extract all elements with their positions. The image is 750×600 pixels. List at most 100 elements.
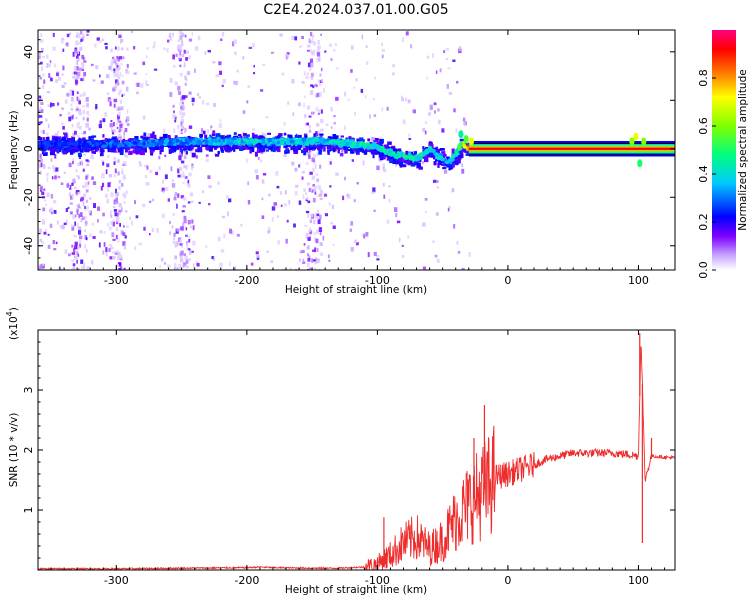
noise-speckle (184, 95, 188, 98)
noise-speckle (47, 166, 51, 170)
noise-speckle (104, 42, 108, 45)
noise-speckle (174, 119, 177, 123)
noise-speckle (116, 192, 120, 196)
noise-speckle (314, 190, 317, 195)
noise-speckle (207, 50, 211, 53)
noise-speckle (401, 97, 404, 102)
noise-speckle (316, 248, 319, 252)
ridge-halo-cell (91, 135, 97, 138)
noise-speckle (102, 118, 106, 123)
noise-speckle (79, 235, 83, 240)
noise-speckle (74, 47, 78, 52)
noise-speckle (124, 153, 127, 157)
ridge-halo-cell (211, 133, 216, 137)
noise-speckle (188, 172, 192, 177)
noise-speckle (120, 266, 123, 270)
noise-speckle (204, 51, 207, 55)
noise-speckle (310, 84, 313, 87)
ridge-halo-cell (88, 136, 92, 141)
ridge-halo-cell (432, 147, 437, 152)
noise-speckle (328, 202, 331, 206)
noise-speckle (184, 253, 186, 257)
noise-speckle (330, 126, 333, 129)
noise-speckle (192, 240, 196, 246)
noise-speckle (233, 266, 236, 270)
noise-speckle (395, 212, 398, 217)
noise-speckle (121, 168, 124, 172)
noise-speckle (176, 46, 180, 51)
noise-speckle (43, 231, 47, 235)
noise-speckle (435, 255, 438, 258)
noise-speckle (118, 202, 122, 208)
noise-speckle (110, 214, 113, 218)
noise-speckle (187, 248, 191, 251)
noise-speckle (83, 60, 87, 63)
noise-speckle (287, 101, 290, 105)
noise-speckle (436, 258, 440, 263)
noise-speckle (200, 128, 203, 133)
noise-speckle (316, 178, 320, 182)
noise-speckle (113, 156, 117, 161)
noise-speckle (112, 206, 116, 208)
noise-speckle (424, 121, 428, 125)
noise-speckle (408, 133, 410, 137)
ridge-halo-cell (255, 142, 258, 148)
noise-speckle (225, 195, 229, 199)
ridge-core-cell (298, 140, 304, 145)
noise-speckle (435, 180, 439, 183)
noise-speckle (50, 102, 52, 108)
noise-speckle (149, 169, 153, 173)
x-tick-label: -200 (234, 574, 259, 587)
ridge-core-cell (341, 142, 344, 146)
ridge-halo-cell (437, 163, 440, 168)
ridge-core-cell (443, 158, 448, 162)
noise-speckle (115, 188, 117, 194)
ridge-halo-cell (46, 136, 50, 142)
noise-speckle (179, 35, 183, 40)
ridge-halo-cell (102, 134, 105, 138)
noise-speckle (68, 162, 72, 168)
noise-speckle (76, 96, 79, 101)
noise-speckle (176, 229, 180, 232)
noise-speckle (436, 186, 439, 189)
noise-speckle (179, 72, 183, 75)
ridge-halo-cell (242, 146, 245, 150)
noise-speckle (191, 103, 194, 106)
noise-speckle (159, 265, 161, 269)
noise-speckle (112, 71, 115, 75)
ridge-core-cell (38, 141, 41, 146)
noise-speckle (66, 92, 70, 97)
noise-speckle (174, 255, 177, 260)
colorbar-gradient (712, 30, 736, 270)
ridge-halo-cell (158, 146, 163, 150)
noise-speckle (373, 98, 375, 101)
noise-speckle (135, 215, 139, 219)
noise-speckle (140, 82, 144, 88)
noise-speckle (80, 132, 84, 135)
noise-speckle (306, 122, 309, 126)
ridge-core-cell (312, 138, 317, 142)
noise-speckle (179, 151, 183, 157)
noise-speckle (76, 162, 81, 166)
noise-speckle (446, 83, 449, 89)
ridge-halo-cell (254, 135, 259, 140)
colorbar: 0.00.20.40.60.8 Normalized spectral ampl… (697, 30, 749, 279)
ridge-halo-cell (442, 167, 447, 170)
ridge-core-cell (227, 139, 231, 142)
noise-speckle (298, 200, 302, 205)
noise-speckle (97, 219, 99, 223)
noise-speckle (118, 133, 122, 136)
noise-speckle (191, 250, 194, 253)
noise-speckle (41, 240, 44, 244)
noise-speckle (71, 252, 76, 255)
noise-speckle (186, 50, 189, 54)
noise-speckle (73, 265, 76, 270)
ridge-halo-cell (79, 138, 83, 141)
noise-speckle (307, 62, 312, 68)
noise-speckle (319, 135, 323, 139)
noise-speckle (174, 194, 177, 199)
ridge-halo-cell (387, 141, 392, 145)
noise-speckle (79, 212, 83, 217)
ridge-halo-cell (295, 146, 299, 151)
ridge-core-cell (252, 141, 256, 146)
